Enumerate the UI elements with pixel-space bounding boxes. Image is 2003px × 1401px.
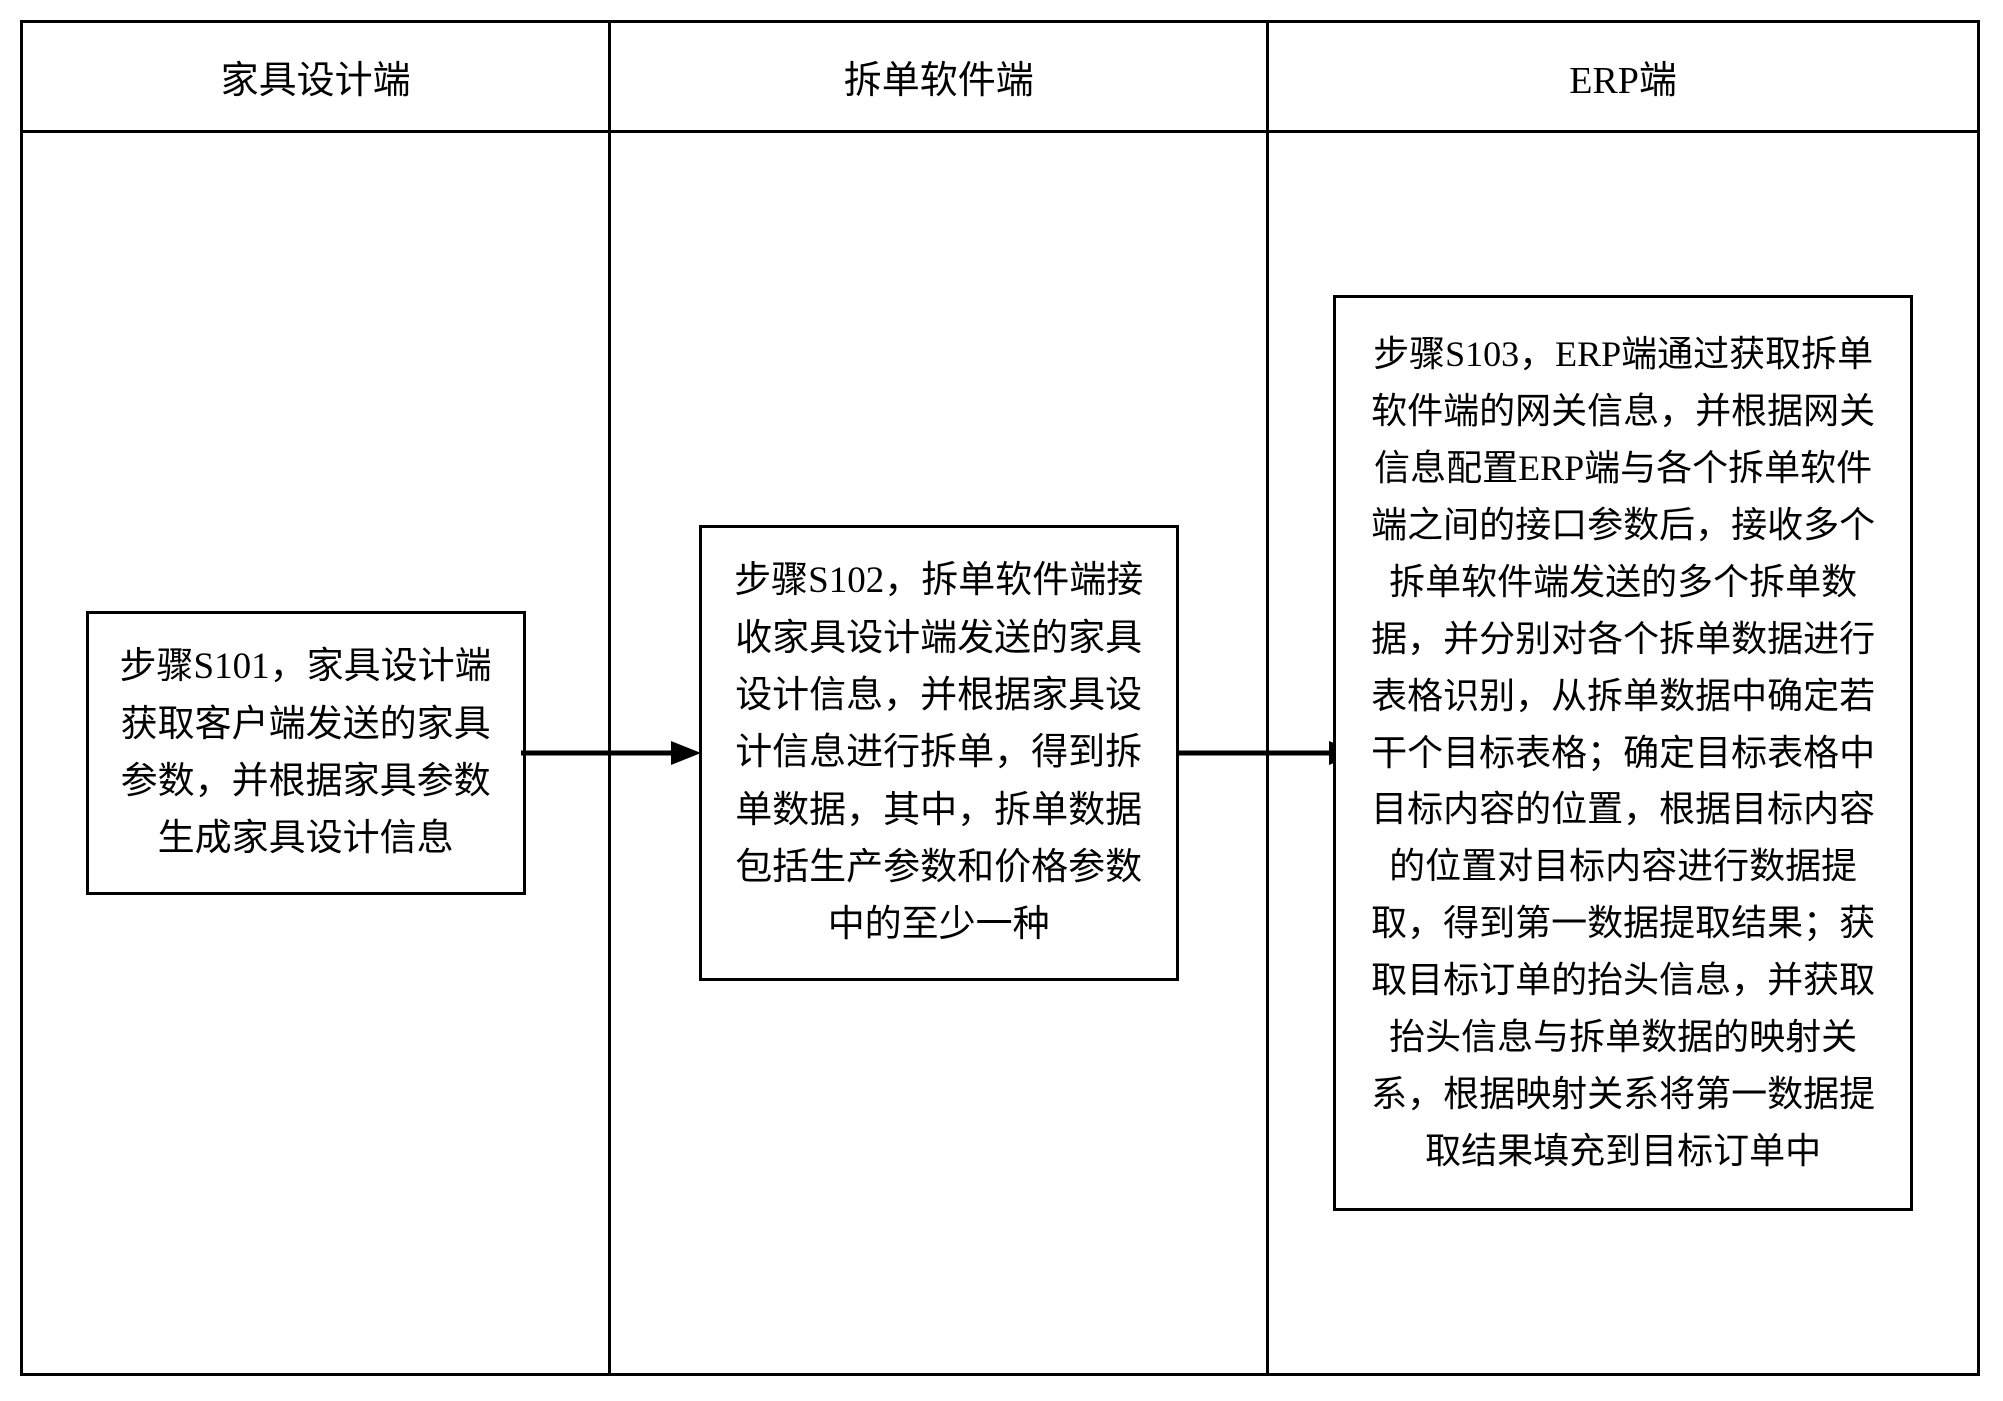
swimlane-diagram: 家具设计端 步骤S101，家具设计端获取客户端发送的家具参数，并根据家具参数生成… xyxy=(20,20,1980,1376)
step-text: 步骤S102，拆单软件端接收家具设计端发送的家具设计信息，并根据家具设计信息进行… xyxy=(734,560,1143,945)
column-body: 步骤S101，家具设计端获取客户端发送的家具参数，并根据家具参数生成家具设计信息 xyxy=(23,133,608,1373)
column-body: 步骤S103，ERP端通过获取拆单软件端的网关信息，并根据网关信息配置ERP端与… xyxy=(1269,133,1977,1373)
column-header: 拆单软件端 xyxy=(611,23,1266,133)
step-text: 步骤S103，ERP端通过获取拆单软件端的网关信息，并根据网关信息配置ERP端与… xyxy=(1371,334,1875,1170)
step-box-s101: 步骤S101，家具设计端获取客户端发送的家具参数，并根据家具参数生成家具设计信息 xyxy=(86,611,526,894)
column-furniture-design: 家具设计端 步骤S101，家具设计端获取客户端发送的家具参数，并根据家具参数生成… xyxy=(23,23,611,1373)
header-label: ERP端 xyxy=(1569,49,1677,104)
step-box-s103: 步骤S103，ERP端通过获取拆单软件端的网关信息，并根据网关信息配置ERP端与… xyxy=(1333,295,1913,1210)
step-box-s102: 步骤S102，拆单软件端接收家具设计端发送的家具设计信息，并根据家具设计信息进行… xyxy=(699,525,1179,980)
header-label: 拆单软件端 xyxy=(844,49,1034,104)
column-erp: ERP端 步骤S103，ERP端通过获取拆单软件端的网关信息，并根据网关信息配置… xyxy=(1269,23,1977,1373)
header-label: 家具设计端 xyxy=(221,49,411,104)
column-header: 家具设计端 xyxy=(23,23,608,133)
step-text: 步骤S101，家具设计端获取客户端发送的家具参数，并根据家具参数生成家具设计信息 xyxy=(120,646,492,859)
column-split-software: 拆单软件端 步骤S102，拆单软件端接收家具设计端发送的家具设计信息，并根据家具… xyxy=(611,23,1269,1373)
column-header: ERP端 xyxy=(1269,23,1977,133)
column-body: 步骤S102，拆单软件端接收家具设计端发送的家具设计信息，并根据家具设计信息进行… xyxy=(611,133,1266,1373)
